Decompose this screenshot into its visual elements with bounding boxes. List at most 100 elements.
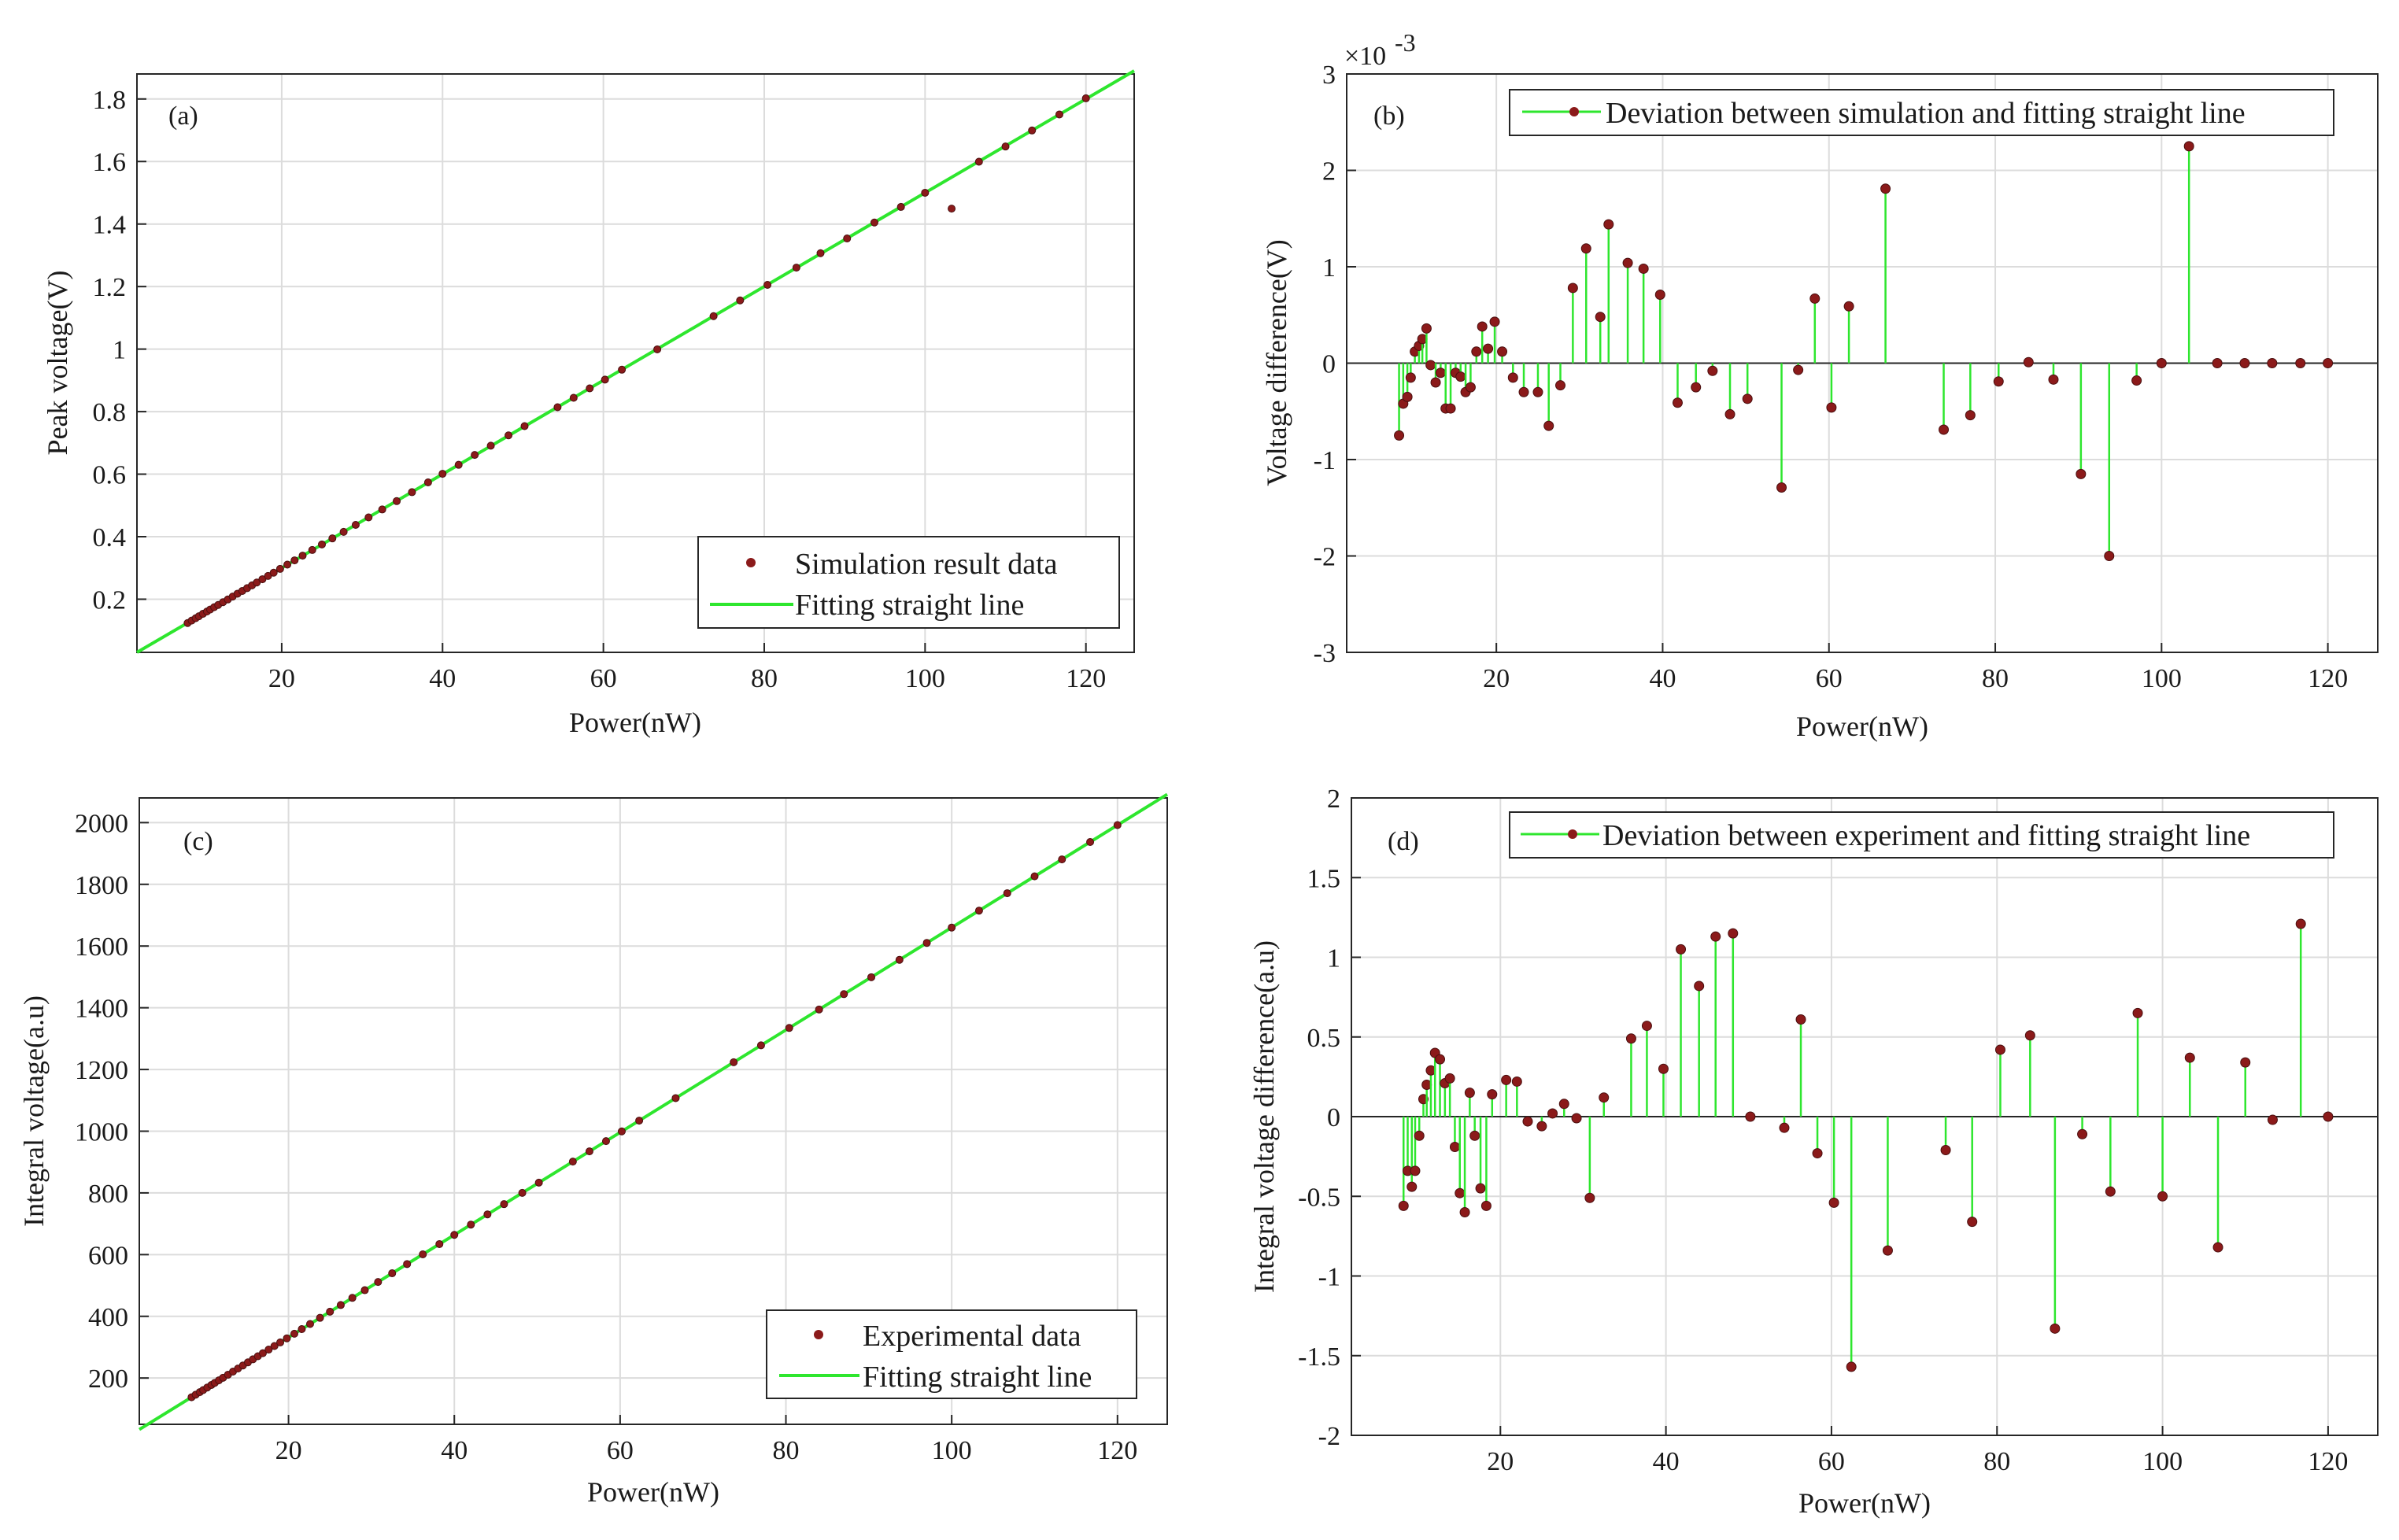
stem-marker xyxy=(1465,382,1476,393)
stem-marker xyxy=(1459,1207,1470,1217)
data-point xyxy=(276,1338,285,1346)
x-tick-label: 80 xyxy=(1983,1447,2010,1476)
stem-marker xyxy=(2295,358,2306,368)
data-point xyxy=(326,1307,335,1316)
x-tick-label: 120 xyxy=(2308,664,2348,693)
x-tick-label: 100 xyxy=(905,664,945,693)
data-point xyxy=(378,505,386,514)
stem-marker xyxy=(2104,551,2115,561)
x-tick-label: 20 xyxy=(1487,1447,1514,1476)
stem-marker xyxy=(1394,430,1405,441)
data-point xyxy=(815,1005,823,1014)
y-tick-label: 0 xyxy=(1322,350,1336,379)
x-tick-label: 80 xyxy=(1982,664,2009,693)
data-point xyxy=(896,202,905,211)
stem-marker xyxy=(1826,402,1837,413)
data-point xyxy=(585,1147,593,1156)
stem-marker xyxy=(1480,1200,1492,1211)
stem-marker xyxy=(1939,424,1950,435)
exponent-base: ×10 xyxy=(1344,42,1386,71)
x-tick-labels: 20 40 60 80 100 120 xyxy=(275,1436,1138,1465)
panel-label: (c) xyxy=(183,827,213,856)
y-axis-label: Peak voltage(V) xyxy=(42,271,73,456)
stem-marker xyxy=(1435,1054,1446,1065)
x-tick-label: 120 xyxy=(2308,1447,2348,1476)
x-tick-label: 60 xyxy=(590,664,617,693)
data-point xyxy=(505,431,513,440)
data-point xyxy=(290,556,299,565)
y-tick-label: 1.8 xyxy=(93,86,127,115)
data-point xyxy=(816,249,825,257)
stem-marker xyxy=(1654,290,1665,301)
stem-marker xyxy=(1793,364,1804,375)
data-point xyxy=(586,384,594,393)
data-point xyxy=(1028,126,1037,135)
stem-marker xyxy=(1622,257,1633,268)
stem-marker xyxy=(1595,312,1606,323)
panel-a-peak-voltage: 20 40 60 80 100 120 0.2 0.4 0.6 0.8 1 1.2 1.4 1.6 1.8… xyxy=(42,69,1136,738)
stem-marker xyxy=(1567,283,1578,294)
y-tick-label: 0 xyxy=(1327,1103,1340,1132)
y-tick-label: 1600 xyxy=(75,932,128,962)
data-point xyxy=(534,1178,543,1187)
data-point xyxy=(298,552,307,560)
stem-marker xyxy=(1641,1021,1652,1032)
x-tick-label: 120 xyxy=(1097,1436,1137,1465)
stem-marker xyxy=(2105,1186,2116,1197)
legend: Deviation between simulation and fitting… xyxy=(1509,89,2334,136)
stem-marker xyxy=(2323,1111,2334,1122)
stem-marker xyxy=(2267,358,2278,368)
stem-marker xyxy=(1603,219,1614,230)
y-tick-labels: 0.2 0.4 0.6 0.8 1 1.2 1.4 1.6 1.8 xyxy=(93,86,127,615)
stem-marker xyxy=(1487,1089,1498,1100)
stem-marker xyxy=(1421,323,1432,334)
data-point xyxy=(948,205,956,213)
legend-marker-dot xyxy=(1568,829,1577,839)
data-point xyxy=(653,345,662,353)
y-axis-label: Voltage difference(V) xyxy=(1261,239,1292,486)
data-point xyxy=(423,478,432,486)
data-point xyxy=(308,545,316,554)
stem-marker xyxy=(1455,371,1466,382)
y-tick-label: 1.4 xyxy=(93,211,127,240)
y-tick-labels: 200 400 600 800 1000 1200 1400 1600 1800 2000 xyxy=(75,809,128,1394)
stem-marker xyxy=(1724,408,1735,419)
legend: Deviation between experiment and fitting… xyxy=(1509,811,2334,859)
deviation-stems xyxy=(1394,141,2334,561)
y-tick-labels: -2 -1.5 -1 -0.5 0 0.5 1 1.5 2 xyxy=(1298,785,1340,1451)
stem-marker xyxy=(1547,1108,1558,1119)
stem-marker xyxy=(1809,293,1821,304)
stem-marker xyxy=(1672,397,1683,408)
y-tick-label: 400 xyxy=(88,1303,128,1332)
data-point xyxy=(471,451,479,460)
stem-marker xyxy=(1410,1165,1421,1176)
data-point xyxy=(922,939,931,947)
y-tick-label: 1000 xyxy=(75,1117,128,1147)
x-tick-label: 80 xyxy=(751,664,778,693)
stem-marker xyxy=(1536,1121,1547,1132)
data-point xyxy=(351,520,360,529)
y-tick-label: 1200 xyxy=(75,1056,128,1085)
legend-marker-data xyxy=(814,1330,823,1339)
y-tick-label: -1.5 xyxy=(1298,1342,1340,1372)
stem-marker xyxy=(1846,1361,1857,1372)
legend-label: Deviation between experiment and fitting… xyxy=(1602,819,2250,852)
data-point xyxy=(316,1313,324,1322)
stem-marker xyxy=(1742,393,1753,404)
y-tick-label: -1 xyxy=(1314,446,1336,475)
data-point xyxy=(438,470,447,478)
legend-label-data: Simulation result data xyxy=(795,548,1058,581)
data-point xyxy=(336,1301,345,1309)
panel-label: (b) xyxy=(1373,102,1405,131)
y-tick-label: 1.6 xyxy=(93,148,127,177)
stem-marker xyxy=(1511,1076,1522,1087)
x-tick-label: 80 xyxy=(773,1436,800,1465)
y-tick-label: 1400 xyxy=(75,995,128,1024)
stem-marker xyxy=(1532,386,1543,397)
stem-marker xyxy=(1489,316,1500,327)
data-point xyxy=(518,1188,527,1197)
stem-marker xyxy=(1430,377,1441,388)
stem-marker xyxy=(1580,243,1591,254)
data-point xyxy=(348,1294,357,1302)
